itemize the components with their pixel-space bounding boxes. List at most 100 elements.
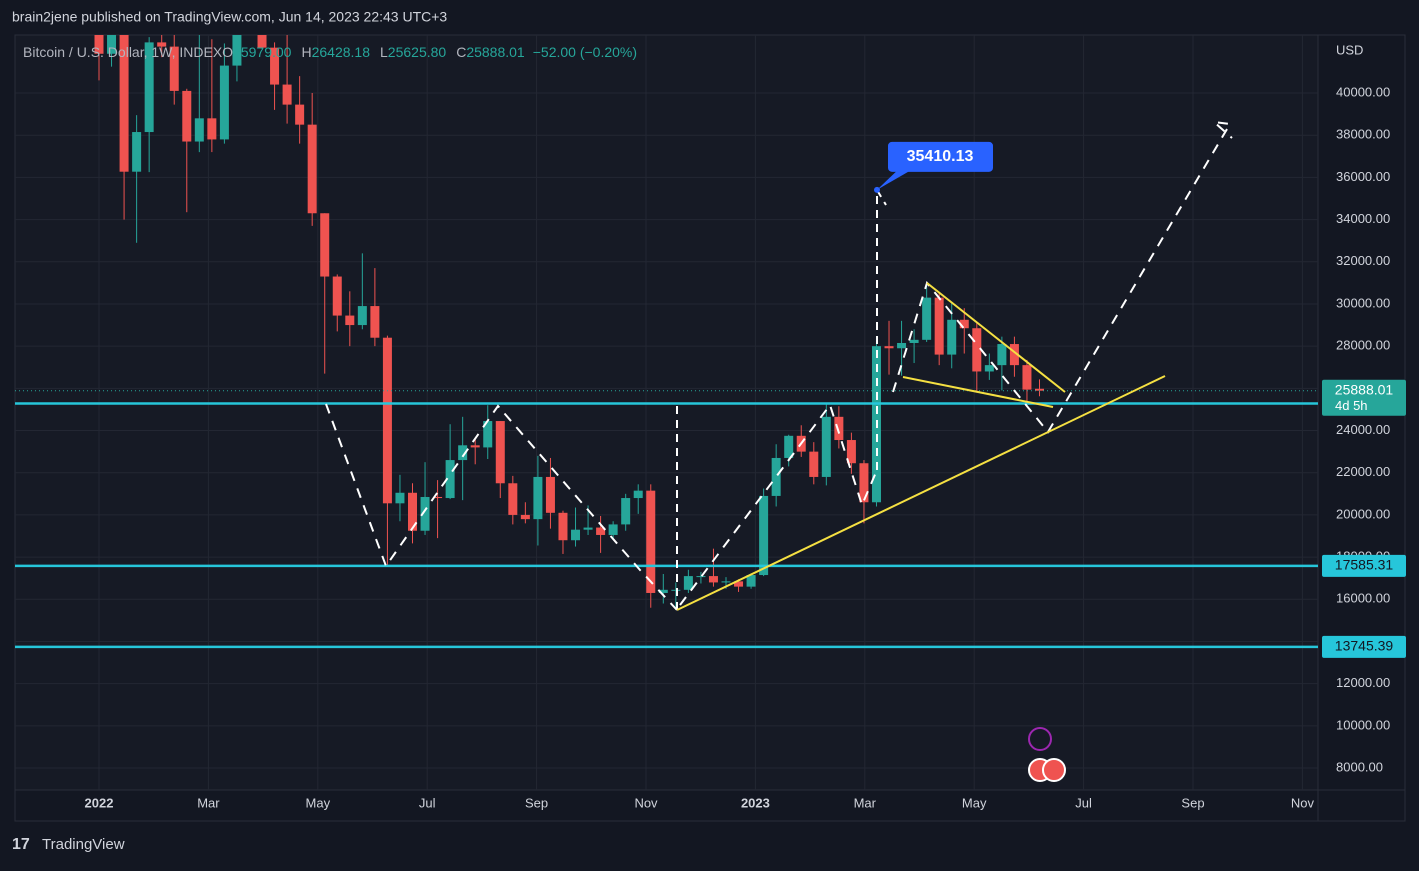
x-tick-label: Nov xyxy=(634,795,658,810)
level-label-bg xyxy=(1322,635,1406,658)
y-tick-label: 36000.00 xyxy=(1336,169,1390,184)
candle-body xyxy=(884,346,894,349)
candle-body xyxy=(257,35,267,48)
candle-body xyxy=(433,496,443,499)
candle-body xyxy=(721,581,731,583)
candle-body xyxy=(972,328,982,372)
candle-body xyxy=(897,342,907,349)
candle-body xyxy=(558,512,568,541)
x-tick-label: May xyxy=(306,795,331,810)
candle-body xyxy=(683,576,693,590)
x-tick-label: Sep xyxy=(1181,795,1204,810)
candle-body xyxy=(320,213,330,277)
legend-value: 25888.01 xyxy=(466,44,525,60)
candle-body xyxy=(922,297,932,340)
candle-body xyxy=(194,118,204,142)
candle-body xyxy=(1022,365,1032,390)
y-tick-label: 34000.00 xyxy=(1336,211,1390,226)
candle-body xyxy=(771,457,781,496)
callout-box xyxy=(888,141,993,172)
candle-body xyxy=(1035,388,1044,391)
candle-body xyxy=(959,319,969,329)
legend-value: 25625.80 xyxy=(388,44,447,60)
legend-key: C xyxy=(456,44,466,60)
candle-body xyxy=(382,337,392,504)
candle-body xyxy=(909,339,919,343)
candle-body xyxy=(182,90,192,142)
candle-body xyxy=(445,460,455,499)
candle-body xyxy=(483,421,493,448)
frame xyxy=(14,34,1406,822)
symbol: Bitcoin / U.S. Dollar, 1W, INDEX xyxy=(23,44,223,60)
candle-body xyxy=(734,581,744,587)
brand: TradingView xyxy=(42,836,125,853)
candle-body xyxy=(696,576,706,578)
candle-body xyxy=(671,589,681,591)
candle-body xyxy=(495,421,505,484)
callout-text: 35410.13 xyxy=(907,148,974,165)
candle-body xyxy=(395,492,405,504)
y-tick-label: 40000.00 xyxy=(1336,84,1390,99)
candle-body xyxy=(809,451,819,477)
logo-mark: 17 xyxy=(12,836,30,853)
y-tick-label: 10000.00 xyxy=(1336,717,1390,732)
countdown: 4d 5h xyxy=(1335,398,1368,413)
legend: Bitcoin / U.S. Dollar, 1W, INDEXO25979.0… xyxy=(23,44,637,60)
candle-body xyxy=(219,65,229,140)
candle-body xyxy=(458,445,468,461)
candle-body xyxy=(708,576,718,583)
legend-key: H xyxy=(301,44,311,60)
candle-body xyxy=(370,306,380,338)
candle-body xyxy=(420,496,430,531)
candle-body xyxy=(759,495,769,576)
y-tick-label: 28000.00 xyxy=(1336,338,1390,353)
axis-unit: USD xyxy=(1336,42,1363,57)
event-icon[interactable] xyxy=(1028,727,1052,751)
candle-body xyxy=(533,476,543,520)
y-tick-label: 12000.00 xyxy=(1336,675,1390,690)
dashed-path xyxy=(325,403,678,611)
candle-body xyxy=(583,527,593,530)
candle-body xyxy=(520,514,530,520)
candle-body xyxy=(621,498,631,525)
candle-body xyxy=(408,492,417,531)
x-tick-label: May xyxy=(962,795,987,810)
candle-body xyxy=(295,104,305,125)
candle-body xyxy=(470,445,480,448)
candle-body xyxy=(157,42,167,47)
candle-body xyxy=(834,416,844,441)
candle-body xyxy=(821,416,831,477)
x-tick-label: Nov xyxy=(1291,795,1315,810)
x-tick-label: Sep xyxy=(525,795,548,810)
candle-body xyxy=(270,47,280,85)
candle-body xyxy=(94,35,104,54)
legend-key: L xyxy=(380,44,388,60)
legend-value: 25979.00 xyxy=(233,44,292,60)
candle-body xyxy=(658,589,668,593)
candle-body xyxy=(859,463,869,503)
candle-body xyxy=(571,529,581,541)
y-tick-label: 16000.00 xyxy=(1336,591,1390,606)
candle-body xyxy=(746,575,756,587)
plot-area xyxy=(15,35,1318,790)
level-label: 17585.31 xyxy=(1335,557,1394,573)
legend-value: 26428.18 xyxy=(312,44,371,60)
candle-body xyxy=(307,124,317,214)
last-price-label: 25888.01 xyxy=(1335,381,1394,397)
trendline xyxy=(902,376,1054,408)
y-tick-label: 22000.00 xyxy=(1336,464,1390,479)
x-tick-label: Mar xyxy=(197,795,220,810)
event-icon[interactable] xyxy=(1042,758,1066,782)
trendline xyxy=(676,375,1166,611)
candle-body xyxy=(633,490,643,499)
dashed-path xyxy=(876,189,887,206)
y-tick-label: 8000.00 xyxy=(1336,759,1383,774)
candle-body xyxy=(846,440,856,464)
candle-body xyxy=(934,297,944,355)
legend-key: O xyxy=(222,44,233,60)
candle-body xyxy=(646,490,656,593)
level-label: 13745.39 xyxy=(1335,638,1394,654)
candle-body xyxy=(357,306,367,326)
last-price-bg xyxy=(1322,379,1406,416)
trendline xyxy=(926,282,1066,393)
